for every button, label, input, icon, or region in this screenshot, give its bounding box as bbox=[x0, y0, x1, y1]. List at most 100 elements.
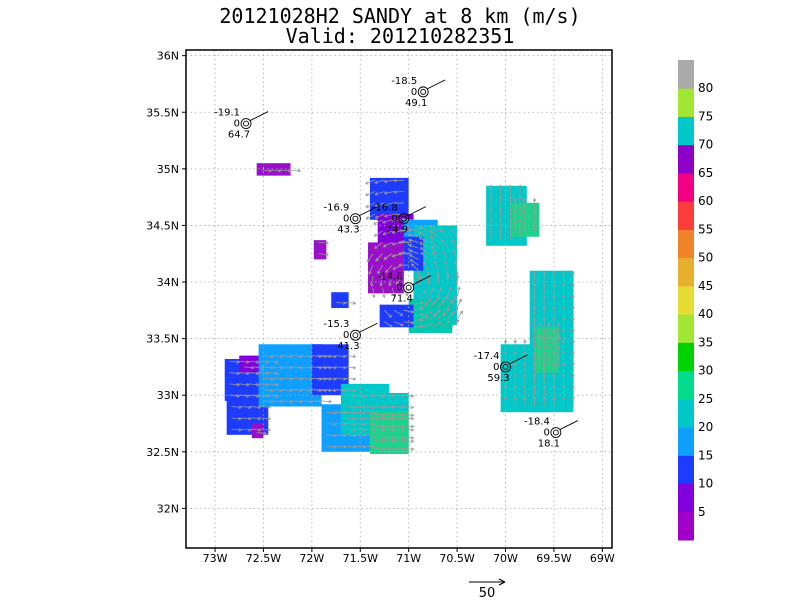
colorbar-swatch bbox=[678, 60, 694, 89]
wind-vector-icon bbox=[420, 251, 429, 260]
wind-vector-icon bbox=[355, 433, 366, 438]
wind-vector-icon bbox=[292, 388, 303, 393]
wind-vector-icon bbox=[498, 196, 503, 207]
wind-vector-icon bbox=[442, 308, 450, 317]
station-dewpoint: 0 bbox=[493, 362, 499, 373]
wind-vector-icon bbox=[290, 169, 301, 173]
wind-vector-icon bbox=[408, 233, 419, 238]
wind-vector-icon bbox=[282, 377, 293, 381]
station-temperature: -16.9 bbox=[324, 203, 350, 214]
wind-vector-icon bbox=[561, 294, 566, 305]
wind-vector-icon bbox=[571, 283, 575, 294]
wind-vector-icon bbox=[336, 301, 347, 305]
wind-vector-icon bbox=[532, 198, 537, 209]
y-tick-label: 36N bbox=[157, 50, 179, 63]
wind-barb-icon bbox=[509, 354, 528, 365]
wind-vector-icon bbox=[273, 365, 284, 370]
wind-vector-icon bbox=[447, 286, 452, 297]
wind-vector-icon bbox=[403, 439, 415, 443]
wind-vector-icon bbox=[452, 249, 458, 260]
wind-vector-icon bbox=[489, 218, 493, 229]
colorbar-swatch bbox=[678, 370, 694, 400]
colorbar-label: 20 bbox=[698, 420, 713, 434]
wind-vector-icon bbox=[503, 396, 508, 407]
wind-vector-icon bbox=[388, 276, 393, 287]
wind-vector-icon bbox=[422, 298, 432, 305]
wind-vector-icon bbox=[379, 276, 383, 287]
wind-vector-icon bbox=[456, 286, 461, 297]
wind-vector-icon bbox=[532, 209, 537, 220]
colorbar-swatch bbox=[678, 427, 694, 456]
wind-vector-icon bbox=[263, 377, 274, 381]
colorbar-label: 50 bbox=[698, 251, 713, 265]
wind-vector-icon bbox=[384, 310, 392, 318]
colorbar-swatch bbox=[678, 511, 694, 541]
wind-vector-icon bbox=[229, 382, 240, 387]
wind-vector-icon bbox=[571, 362, 575, 373]
wind-vector-icon bbox=[321, 399, 332, 404]
wind-vector-icon bbox=[508, 196, 513, 207]
wind-vector-icon bbox=[260, 416, 271, 421]
wind-vector-icon bbox=[345, 445, 356, 449]
wind-vector-icon bbox=[456, 298, 462, 309]
wind-vector-icon bbox=[302, 365, 313, 370]
wind-vector-icon bbox=[302, 377, 313, 381]
wind-vector-icon bbox=[561, 385, 566, 396]
wind-vector-icon bbox=[355, 416, 366, 421]
wind-vector-icon bbox=[365, 213, 375, 220]
wind-vector-icon bbox=[532, 339, 537, 350]
wind-vector-icon bbox=[394, 416, 405, 421]
wind-vector-icon bbox=[561, 328, 566, 339]
colorbar-swatch bbox=[678, 116, 694, 146]
wind-vector-icon bbox=[451, 295, 457, 305]
wind-vector-icon bbox=[394, 447, 405, 451]
wind-vector-icon bbox=[394, 413, 405, 417]
wind-vector-icon bbox=[394, 428, 405, 432]
wind-vector-icon bbox=[442, 320, 451, 328]
wind-vector-icon bbox=[552, 362, 556, 373]
wind-vector-icon bbox=[250, 416, 262, 421]
wind-vector-icon bbox=[326, 433, 337, 438]
wind-vector-icon bbox=[384, 447, 395, 451]
wind-vector-icon bbox=[542, 362, 546, 373]
wind-vector-icon bbox=[273, 388, 284, 393]
wind-vector-icon bbox=[547, 334, 551, 345]
wind-vector-icon bbox=[374, 179, 385, 184]
wind-vector-icon bbox=[423, 323, 433, 328]
wind-vector-icon bbox=[571, 396, 575, 407]
wind-vector-icon bbox=[542, 385, 546, 396]
wind-vector-icon bbox=[374, 447, 385, 451]
station-inner-icon bbox=[420, 88, 427, 95]
wind-vector-icon bbox=[398, 240, 409, 245]
wind-vector-icon bbox=[229, 360, 240, 364]
wind-vector-icon bbox=[523, 339, 527, 350]
wind-vector-icon bbox=[345, 301, 356, 305]
wind-vector-icon bbox=[442, 250, 448, 260]
wind-vector-icon bbox=[409, 259, 419, 266]
wind-vector-icon bbox=[532, 220, 537, 232]
wind-vector-icon bbox=[377, 264, 383, 275]
wind-vector-icon bbox=[292, 399, 303, 404]
colorbar-label: 75 bbox=[698, 109, 713, 123]
wind-vector-icon bbox=[503, 385, 508, 396]
wind-vector-icon bbox=[436, 275, 441, 286]
wind-vector-icon bbox=[368, 264, 374, 275]
wind-vector-icon bbox=[248, 360, 260, 364]
wind-vector-icon bbox=[503, 351, 508, 362]
wind-vector-icon bbox=[571, 373, 575, 384]
wind-vector-icon bbox=[393, 178, 404, 183]
wind-vector-icon bbox=[292, 354, 303, 359]
colorbar-label: 15 bbox=[698, 448, 713, 462]
wind-vector-icon bbox=[552, 385, 556, 396]
wind-vector-icon bbox=[394, 405, 405, 409]
station-value: 18.1 bbox=[538, 439, 560, 450]
wind-vector-icon bbox=[374, 213, 385, 219]
wind-cell bbox=[258, 344, 322, 407]
wind-vector-icon bbox=[489, 229, 493, 241]
wind-vector-icon bbox=[523, 396, 527, 407]
wind-vector-icon bbox=[513, 373, 517, 384]
wind-vector-icon bbox=[523, 362, 527, 373]
colorbar-swatch bbox=[678, 455, 694, 485]
wind-vector-icon bbox=[401, 287, 409, 297]
colorbar-swatch bbox=[678, 314, 694, 343]
